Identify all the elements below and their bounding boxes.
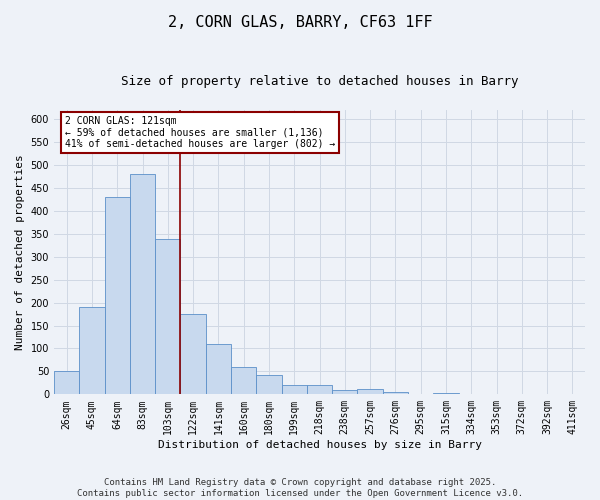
Bar [281, 385, 307, 394]
Bar [231, 367, 256, 394]
Bar [104, 197, 130, 394]
Bar [54, 372, 79, 394]
Y-axis label: Number of detached properties: Number of detached properties [15, 154, 25, 350]
Bar [307, 385, 332, 394]
Bar [358, 390, 383, 394]
Bar [181, 314, 206, 394]
Text: Contains HM Land Registry data © Crown copyright and database right 2025.
Contai: Contains HM Land Registry data © Crown c… [77, 478, 523, 498]
Bar [256, 374, 281, 394]
Bar [383, 392, 408, 394]
Text: 2 CORN GLAS: 121sqm
← 59% of detached houses are smaller (1,136)
41% of semi-det: 2 CORN GLAS: 121sqm ← 59% of detached ho… [65, 116, 335, 149]
Title: Size of property relative to detached houses in Barry: Size of property relative to detached ho… [121, 75, 518, 88]
Bar [332, 390, 358, 394]
X-axis label: Distribution of detached houses by size in Barry: Distribution of detached houses by size … [158, 440, 482, 450]
Text: 2, CORN GLAS, BARRY, CF63 1FF: 2, CORN GLAS, BARRY, CF63 1FF [167, 15, 433, 30]
Bar [79, 307, 104, 394]
Bar [130, 174, 155, 394]
Bar [206, 344, 231, 395]
Bar [155, 240, 181, 394]
